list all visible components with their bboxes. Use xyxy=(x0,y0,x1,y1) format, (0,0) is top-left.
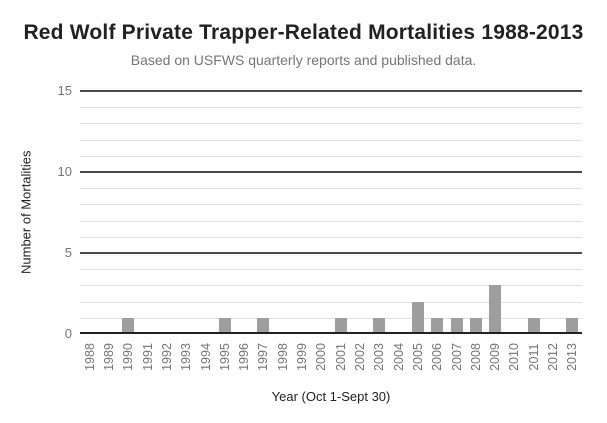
minor-gridline xyxy=(80,301,582,303)
bar-2006 xyxy=(431,317,444,334)
minor-gridline xyxy=(80,139,582,141)
minor-gridline xyxy=(80,107,582,109)
bar-2008 xyxy=(469,317,482,334)
x-axis-line xyxy=(80,332,582,334)
x-tick-label: 1992 xyxy=(159,343,174,371)
x-tick-label: 1991 xyxy=(140,343,155,371)
x-tick-label: 2008 xyxy=(468,343,483,371)
y-axis-title: Number of Mortalities xyxy=(18,150,34,275)
x-tick-label: 2010 xyxy=(507,343,522,371)
bar-1990 xyxy=(122,317,135,334)
minor-gridline xyxy=(80,204,582,206)
x-tick-label: 2001 xyxy=(333,343,348,371)
x-tick-label: 2012 xyxy=(546,343,561,371)
minor-gridline xyxy=(80,285,582,287)
y-tick-label: 0 xyxy=(64,326,72,341)
x-tick-label: 1997 xyxy=(256,343,271,371)
y-tick-label: 15 xyxy=(57,83,72,98)
x-tick-label: 2000 xyxy=(314,343,329,371)
bar-2003 xyxy=(373,317,386,334)
minor-gridline xyxy=(80,236,582,238)
x-tick-label: 2009 xyxy=(488,343,503,371)
y-tick-label: 10 xyxy=(57,164,72,179)
x-tick-label: 2011 xyxy=(526,343,541,371)
x-tick-label: 2013 xyxy=(565,343,580,371)
x-tick-label: 1996 xyxy=(237,343,252,371)
x-tick-label: 1994 xyxy=(198,343,213,371)
minor-gridline xyxy=(80,269,582,271)
bar-2007 xyxy=(450,317,463,334)
y-tick-label: 5 xyxy=(64,245,72,260)
plot-area xyxy=(80,90,582,334)
x-tick-label: 2002 xyxy=(352,343,367,371)
bar-2013 xyxy=(566,317,579,334)
x-tick-label: 1995 xyxy=(217,343,232,371)
x-tick-label: 2004 xyxy=(391,343,406,371)
minor-gridline xyxy=(80,188,582,190)
x-tick-label: 2005 xyxy=(410,343,425,371)
bar-2009 xyxy=(489,285,502,334)
major-gridline xyxy=(80,171,582,173)
x-tick-label: 1998 xyxy=(275,343,290,371)
chart-subtitle: Based on USFWS quarterly reports and pub… xyxy=(130,52,477,68)
x-tick-label: 2007 xyxy=(449,343,464,371)
x-tick-label: 2003 xyxy=(372,343,387,371)
x-tick-label: 1989 xyxy=(101,343,116,371)
major-gridline xyxy=(80,252,582,254)
x-tick-label: 2006 xyxy=(430,343,445,371)
x-tick-label: 1993 xyxy=(179,343,194,371)
minor-gridline xyxy=(80,220,582,222)
x-axis-title: Year (Oct 1-Sept 30) xyxy=(271,389,391,404)
minor-gridline xyxy=(80,317,582,319)
minor-gridline xyxy=(80,155,582,157)
bar-2001 xyxy=(334,317,347,334)
chart-title: Red Wolf Private Trapper-Related Mortali… xyxy=(23,21,584,44)
bar-2011 xyxy=(527,317,540,334)
x-tick-label: 1990 xyxy=(121,343,136,371)
bar-2005 xyxy=(411,301,424,334)
x-tick-label: 1988 xyxy=(82,343,97,371)
major-gridline xyxy=(80,90,582,92)
x-tick-label: 1999 xyxy=(295,343,310,371)
bar-1995 xyxy=(218,317,231,334)
bar-1997 xyxy=(257,317,270,334)
minor-gridline xyxy=(80,123,582,125)
